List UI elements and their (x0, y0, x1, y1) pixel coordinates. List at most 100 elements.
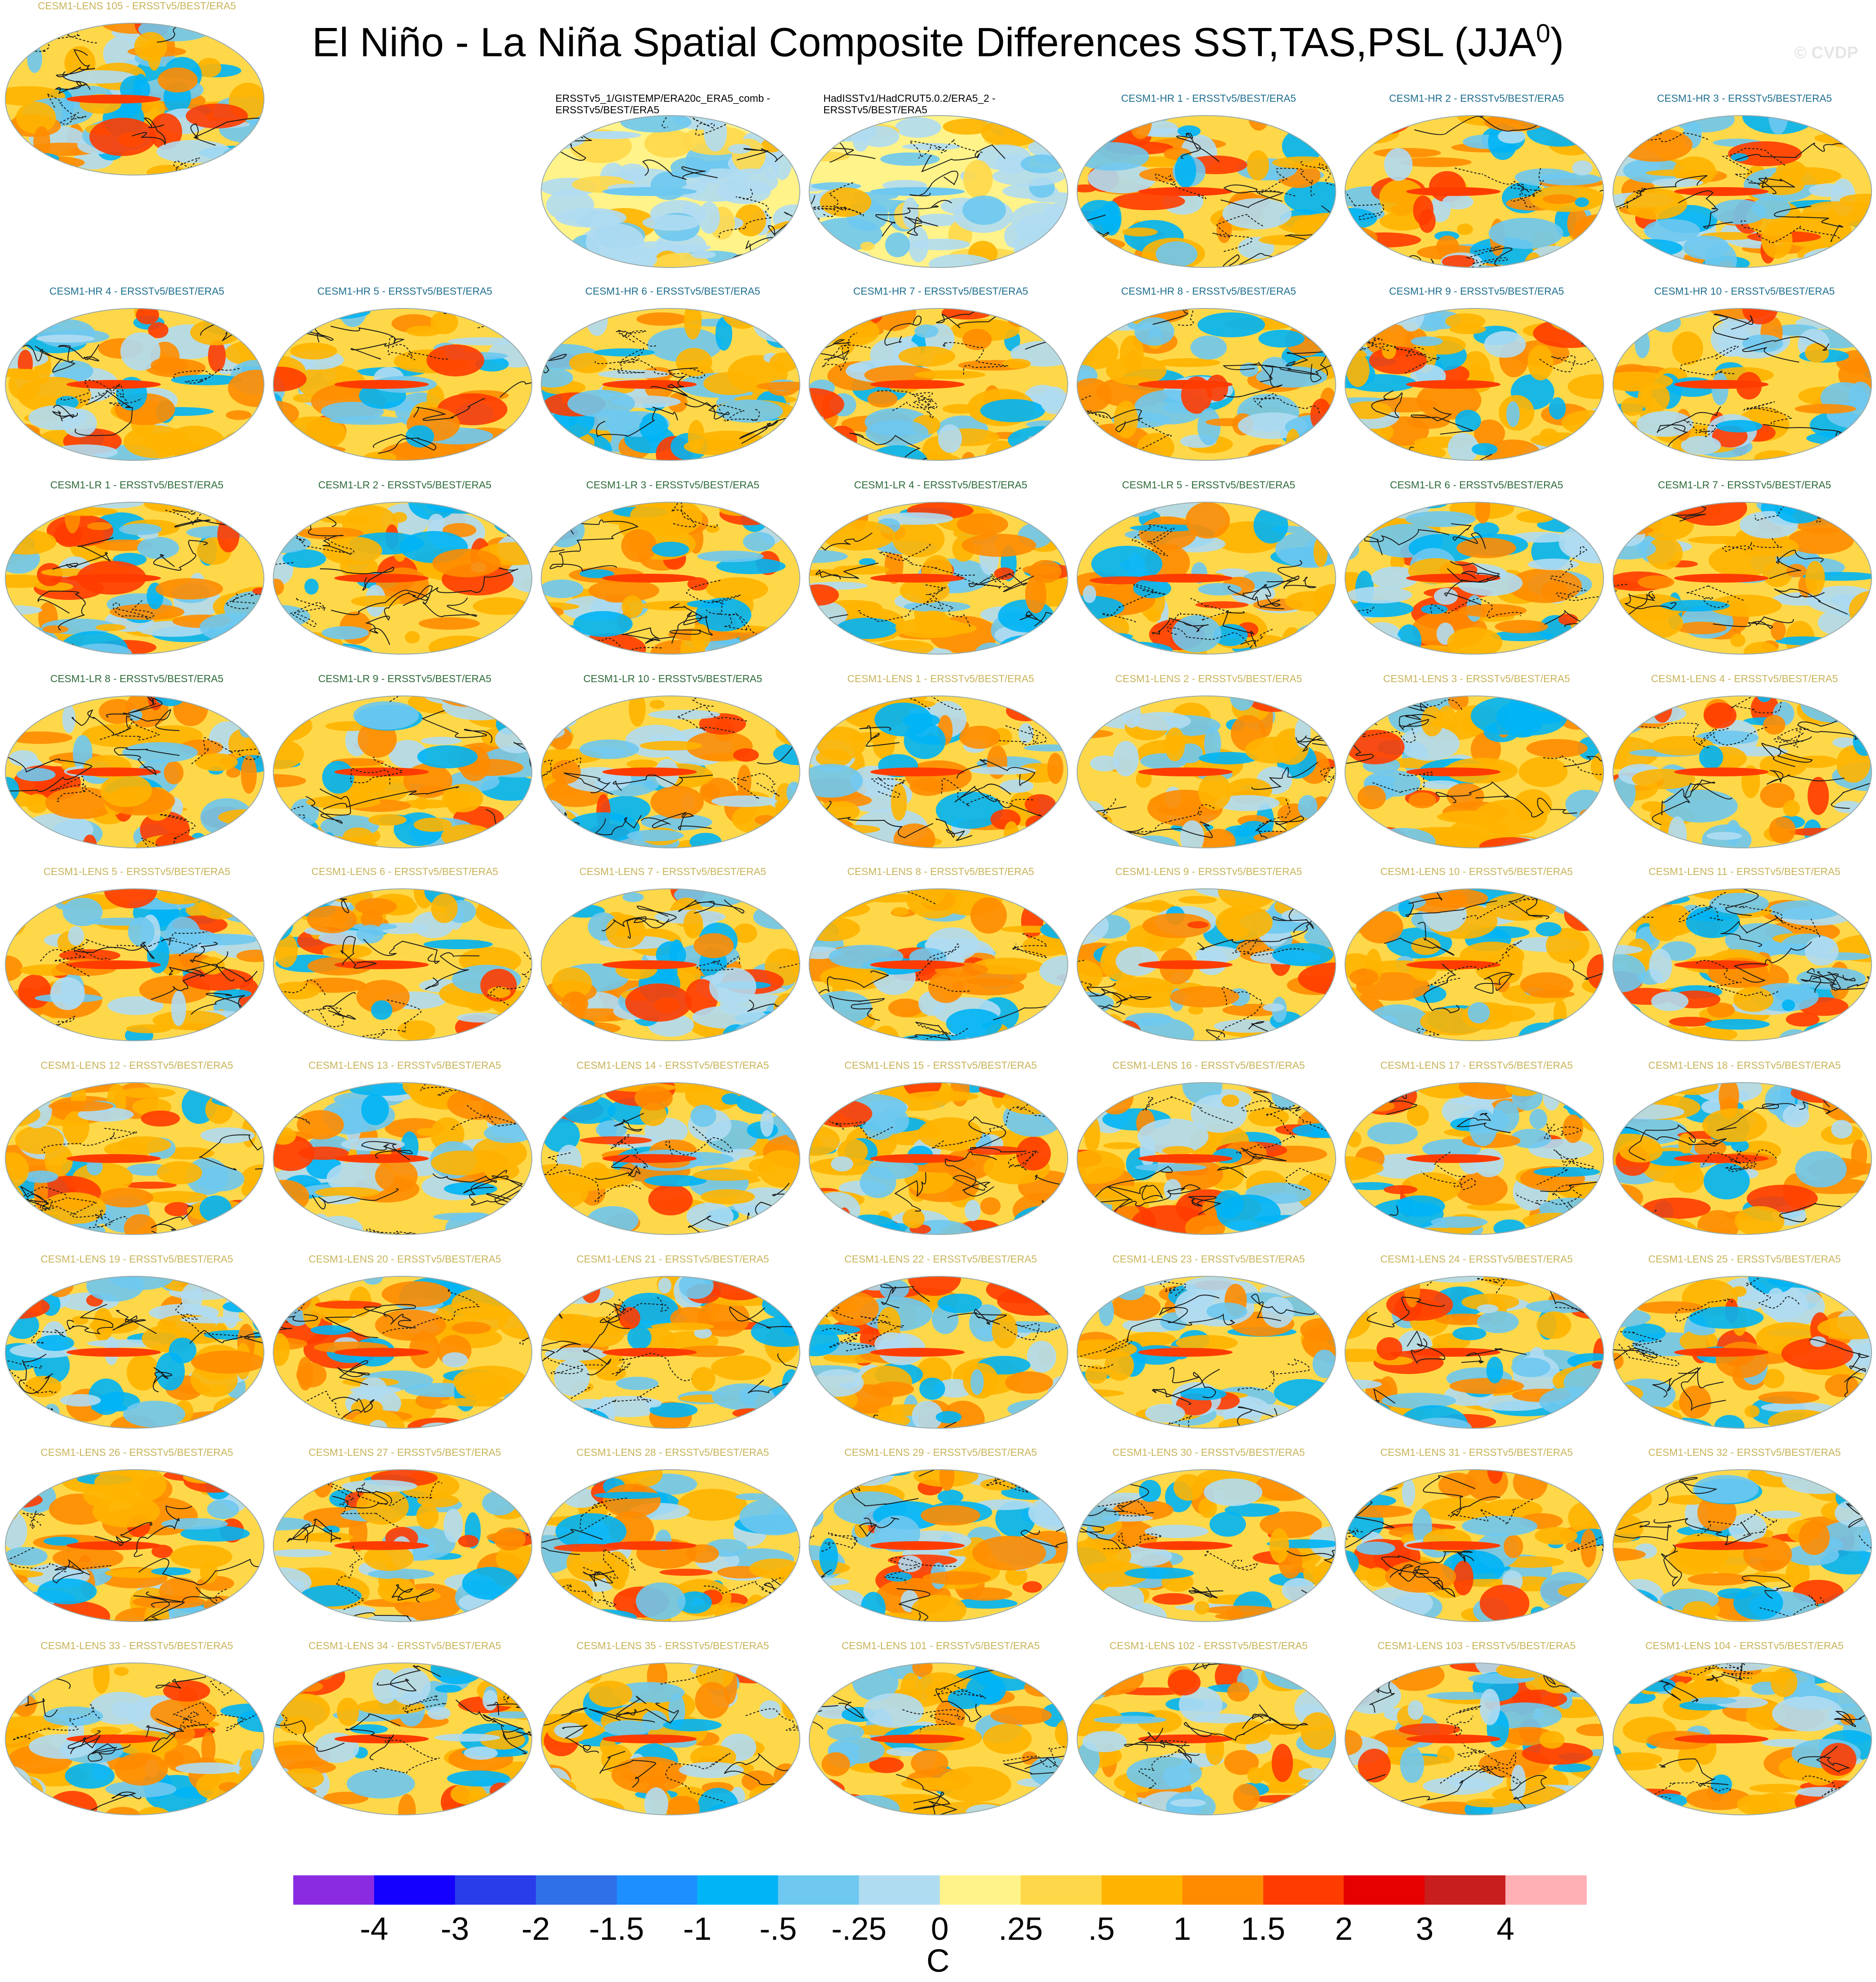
globe-map (1077, 695, 1336, 848)
map-panel: CESM1-LENS 26 - ERSSTv5/BEST/ERA5 (4, 1447, 270, 1633)
map-panel: CESM1-LR 1 - ERSSTv5/BEST/ERA5 (4, 479, 270, 666)
globe-map (5, 1082, 264, 1235)
globe-map (273, 1469, 532, 1622)
map-panel: CESM1-LENS 12 - ERSSTv5/BEST/ERA5 (4, 1059, 270, 1246)
colorbar-segment (1263, 1875, 1344, 1905)
panel-title: CESM1-LR 4 - ERSSTv5/BEST/ERA5 (854, 479, 1027, 491)
globe-map (1613, 1082, 1872, 1235)
colorbar-segment (616, 1875, 698, 1905)
panel-title: CESM1-LENS 29 - ERSSTv5/BEST/ERA5 (844, 1447, 1037, 1458)
panel-title: CESM1-HR 8 - ERSSTv5/BEST/ERA5 (1121, 285, 1296, 297)
globe-map (1613, 115, 1872, 268)
globe-map (809, 1082, 1068, 1235)
panel-title: CESM1-LENS 13 - ERSSTv5/BEST/ERA5 (308, 1059, 501, 1071)
map-panel: CESM1-LENS 18 - ERSSTv5/BEST/ERA5 (1611, 1059, 1876, 1246)
globe-map (541, 888, 800, 1041)
globe-map (1613, 502, 1872, 655)
globe-map (1613, 888, 1872, 1041)
map-panel: CESM1-LENS 22 - ERSSTv5/BEST/ERA5 (807, 1253, 1074, 1440)
globe-map (541, 1082, 800, 1235)
globe-map (273, 1082, 532, 1235)
colorbar-tick-label: 3 (1416, 1911, 1434, 1947)
globe-map (1613, 1469, 1872, 1622)
colorbar-tick-label: -4 (359, 1911, 388, 1947)
panel-title: CESM1-LENS 19 - ERSSTv5/BEST/ERA5 (40, 1253, 233, 1265)
map-panel: CESM1-LR 10 - ERSSTv5/BEST/ERA5 (539, 673, 806, 859)
colorbar-tick-label: .25 (998, 1911, 1043, 1947)
panel-title: CESM1-LENS 18 - ERSSTv5/BEST/ERA5 (1648, 1059, 1841, 1071)
colorbar-ticks: -4 -3 -2 -1.5 -1 -.5 -.25 0 .25 .5 1 1.5 2 3 4 (293, 1911, 1586, 1951)
panel-title: CESM1-LENS 101 - ERSSTv5/BEST/ERA5 (841, 1640, 1040, 1651)
panel-title: CESM1-LENS 24 - ERSSTv5/BEST/ERA5 (1380, 1253, 1573, 1265)
panel-title: CESM1-LENS 27 - ERSSTv5/BEST/ERA5 (308, 1447, 501, 1458)
panel-title: CESM1-LENS 8 - ERSSTv5/BEST/ERA5 (847, 866, 1034, 877)
map-panel: CESM1-LR 2 - ERSSTv5/BEST/ERA5 (271, 479, 538, 666)
globe-map (1345, 1662, 1604, 1815)
globe-map (1345, 308, 1604, 461)
map-panel: CESM1-LENS 11 - ERSSTv5/BEST/ERA5 (1611, 866, 1876, 1052)
globe-map (1345, 502, 1604, 655)
globe-map (809, 1469, 1068, 1622)
panel-title: CESM1-HR 5 - ERSSTv5/BEST/ERA5 (317, 285, 492, 297)
map-panel: CESM1-LENS 3 - ERSSTv5/BEST/ERA5 (1343, 673, 1610, 859)
panel-title: CESM1-LENS 33 - ERSSTv5/BEST/ERA5 (40, 1640, 233, 1651)
globe-map (541, 1662, 800, 1815)
globe-map (5, 502, 264, 655)
map-panel: CESM1-LENS 29 - ERSSTv5/BEST/ERA5 (807, 1447, 1074, 1633)
map-panel: CESM1-LENS 7 - ERSSTv5/BEST/ERA5 (539, 866, 806, 1052)
panel-title: CESM1-LENS 32 - ERSSTv5/BEST/ERA5 (1648, 1447, 1841, 1458)
colorbar-segment (697, 1875, 778, 1905)
colorbar-tick-label: 1.5 (1241, 1911, 1285, 1947)
map-panel: CESM1-LENS 20 - ERSSTv5/BEST/ERA5 (271, 1253, 538, 1440)
panel-title: CESM1-LENS 10 - ERSSTv5/BEST/ERA5 (1380, 866, 1573, 877)
globe-map (1077, 1082, 1336, 1235)
panel-title: CESM1-HR 1 - ERSSTv5/BEST/ERA5 (1121, 92, 1296, 104)
globe-map (809, 695, 1068, 848)
map-panel: CESM1-LENS 32 - ERSSTv5/BEST/ERA5 (1611, 1447, 1876, 1633)
globe-map (5, 308, 264, 461)
globe-map (1613, 1276, 1872, 1429)
globe-map (541, 695, 800, 848)
panel-title: CESM1-LENS 31 - ERSSTv5/BEST/ERA5 (1380, 1447, 1573, 1458)
globe-map (1345, 1469, 1604, 1622)
map-panel: CESM1-LENS 105 - ERSSTv5/BEST/ERA5 (4, 0, 270, 187)
panel-title: CESM1-LENS 23 - ERSSTv5/BEST/ERA5 (1112, 1253, 1305, 1265)
colorbar-tick-label: 4 (1497, 1911, 1515, 1947)
globe-map (273, 1662, 532, 1815)
panel-title: CESM1-LENS 35 - ERSSTv5/BEST/ERA5 (576, 1640, 769, 1651)
map-panel-grid: ERSSTv5_1/GISTEMP/ERA20c_ERA5_comb - ERS… (4, 0, 1876, 1826)
panel-title: CESM1-LENS 11 - ERSSTv5/BEST/ERA5 (1648, 866, 1840, 877)
panel-title: CESM1-LENS 4 - ERSSTv5/BEST/ERA5 (1651, 673, 1838, 684)
panel-title: CESM1-HR 10 - ERSSTv5/BEST/ERA5 (1654, 285, 1835, 297)
panel-title: CESM1-LR 2 - ERSSTv5/BEST/ERA5 (318, 479, 491, 491)
map-panel: CESM1-HR 3 - ERSSTv5/BEST/ERA5 (1611, 92, 1876, 279)
panel-title: CESM1-LR 6 - ERSSTv5/BEST/ERA5 (1390, 479, 1563, 491)
panel-title: CESM1-LENS 12 - ERSSTv5/BEST/ERA5 (40, 1059, 233, 1071)
globe-map (1077, 888, 1336, 1041)
globe-map (1345, 115, 1604, 268)
globe-map (541, 115, 800, 268)
globe-map (1077, 115, 1336, 268)
colorbar-segment (1182, 1875, 1263, 1905)
map-panel: CESM1-LR 3 - ERSSTv5/BEST/ERA5 (539, 479, 806, 666)
colorbar-segment (535, 1875, 617, 1905)
map-panel: CESM1-LENS 103 - ERSSTv5/BEST/ERA5 (1343, 1640, 1610, 1826)
panel-title: CESM1-LENS 3 - ERSSTv5/BEST/ERA5 (1383, 673, 1570, 684)
panel-title: CESM1-LENS 17 - ERSSTv5/BEST/ERA5 (1380, 1059, 1573, 1071)
map-panel: CESM1-LENS 8 - ERSSTv5/BEST/ERA5 (807, 866, 1074, 1052)
panel-title: CESM1-LENS 1 - ERSSTv5/BEST/ERA5 (847, 673, 1034, 684)
panel-title: CESM1-LENS 105 - ERSSTv5/BEST/ERA5 (37, 0, 236, 12)
globe-map (5, 888, 264, 1041)
map-panel: CESM1-HR 2 - ERSSTv5/BEST/ERA5 (1343, 92, 1610, 279)
panel-title: CESM1-HR 4 - ERSSTv5/BEST/ERA5 (49, 285, 224, 297)
colorbar-tick-label: .5 (1088, 1911, 1115, 1947)
globe-map (809, 115, 1068, 268)
globe-map (809, 308, 1068, 461)
figure-title: El Niño - La Niña Spatial Composite Diff… (312, 19, 1564, 65)
panel-title: CESM1-LENS 5 - ERSSTv5/BEST/ERA5 (43, 866, 231, 877)
globe-map (5, 1276, 264, 1429)
colorbar-segment (859, 1875, 940, 1905)
globe-map (809, 888, 1068, 1041)
map-panel: CESM1-LR 8 - ERSSTv5/BEST/ERA5 (4, 673, 270, 859)
map-panel: CESM1-LENS 6 - ERSSTv5/BEST/ERA5 (271, 866, 538, 1052)
